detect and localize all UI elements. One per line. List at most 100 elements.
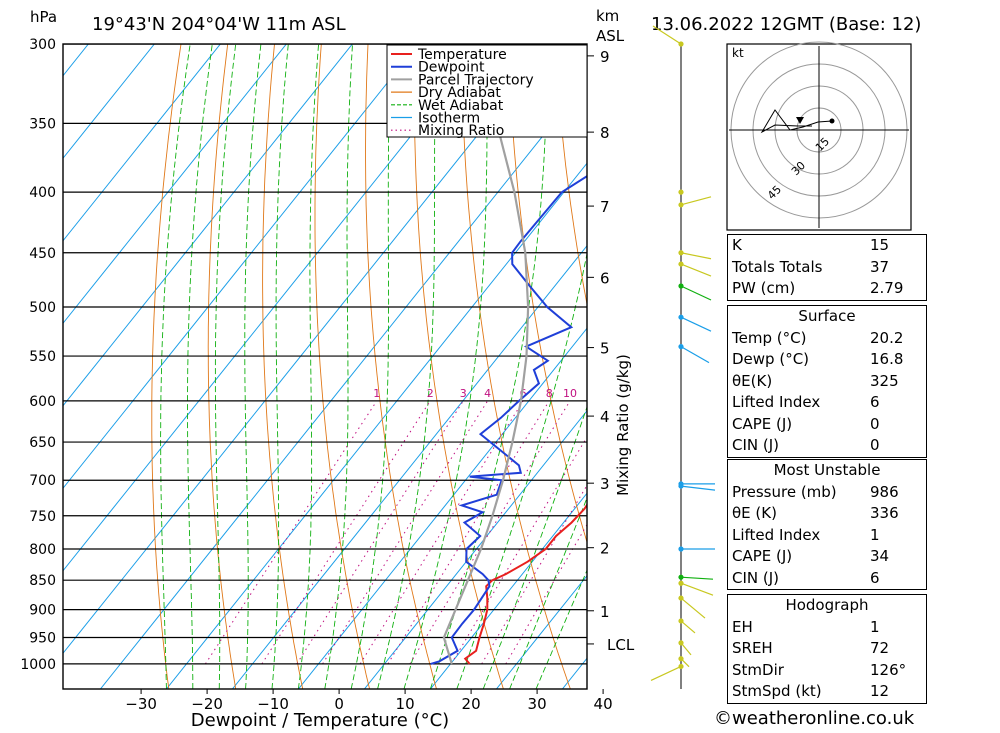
parcel-trajectory-line xyxy=(442,44,530,665)
row-label: Pressure (mb) xyxy=(732,482,837,501)
pressure-tick-label: 800 xyxy=(29,542,56,558)
location-label: 19°43'N 204°04'W 11m ASL xyxy=(92,14,346,35)
wet-adiabat-line xyxy=(297,44,320,689)
row-label: CIN (J) xyxy=(732,436,780,454)
isotherm-line xyxy=(430,492,587,689)
km-tick-label: 5 xyxy=(600,340,610,358)
row-label: θE (K) xyxy=(732,504,777,522)
wind-dot xyxy=(678,283,684,289)
mixing-ratio-label: 20 xyxy=(630,387,644,400)
row-value: 6 xyxy=(870,393,880,411)
row-label: PW (cm) xyxy=(732,279,796,297)
wind-dot xyxy=(678,656,684,662)
dewpoint-line xyxy=(430,174,587,665)
row-value: 1 xyxy=(870,617,880,636)
row-label: K xyxy=(732,236,742,254)
plot-frame xyxy=(62,43,588,690)
km-tick-label: 2 xyxy=(600,540,610,558)
row-label: CIN (J) xyxy=(732,568,780,587)
km-tick-label: 4 xyxy=(600,408,610,426)
row-value: 325 xyxy=(870,371,899,390)
pressure-unit-label: hPa xyxy=(30,8,57,26)
dry-adiabat-line xyxy=(461,44,571,689)
row-value: 15 xyxy=(870,236,890,254)
height-unit-label: km xyxy=(596,7,619,25)
km-tick-label: 8 xyxy=(600,124,610,142)
mixing-ratio-line xyxy=(450,436,587,665)
table-row: StmSpd (kt) 12 xyxy=(728,681,926,703)
row-label: StmSpd (kt) xyxy=(732,682,822,700)
table-row: SREH 72 xyxy=(728,638,926,660)
pressure-tick-label: 550 xyxy=(29,349,56,365)
row-label: CAPE (J) xyxy=(732,547,793,565)
table-row: CAPE (J) 0 xyxy=(728,414,926,436)
legend-label: Isotherm xyxy=(418,111,480,127)
isotherm-line xyxy=(232,244,587,689)
km-tick-label: 6 xyxy=(600,269,610,287)
table-row: Temp (°C) 20.2 xyxy=(728,328,926,350)
row-value: 16.8 xyxy=(870,350,904,368)
wind-barb xyxy=(680,642,692,656)
wet-adiabat-line xyxy=(271,44,289,689)
mixing-ratio-line xyxy=(505,523,587,665)
datetime-label: 13.06.2022 12GMT (Base: 12) xyxy=(651,14,921,35)
dry-adiabat-line xyxy=(365,44,437,689)
table-row: θE (K) 336 xyxy=(728,503,926,525)
row-value: 0 xyxy=(870,436,880,454)
wind-barb xyxy=(680,316,712,332)
storm-motion-marker xyxy=(796,117,804,124)
x-tick-label: −20 xyxy=(191,695,223,713)
wet-adiabat-line xyxy=(214,44,237,689)
surface-title: Surface xyxy=(798,307,856,325)
pressure-tick-label: 400 xyxy=(29,185,56,201)
table-row: Pressure (mb) 986 xyxy=(728,482,926,504)
pressure-tick-label: 900 xyxy=(29,603,56,619)
table-row: CIN (J) 6 xyxy=(728,568,926,590)
most-unstable-title: Most Unstable xyxy=(773,461,881,479)
dry-adiabat-line xyxy=(151,44,182,689)
x-tick-label: 30 xyxy=(528,695,547,713)
mixing-ratio-label: 25 xyxy=(653,387,667,400)
mixing-ratio-label: 8 xyxy=(546,387,553,400)
dry-adiabat-line xyxy=(262,44,304,689)
hodograph: kt xyxy=(726,41,912,231)
km-tick-label: 1 xyxy=(600,603,610,621)
copyright-footer: ©weatheronline.co.uk xyxy=(714,708,915,729)
x-tick-label: 20 xyxy=(462,695,481,713)
pressure-tick-label: 300 xyxy=(29,37,56,53)
mixing-ratio-label: 4 xyxy=(484,387,491,400)
row-value: 34 xyxy=(870,547,890,565)
wind-dot xyxy=(678,189,684,195)
isotherm-line xyxy=(63,44,155,160)
table-row: StmDir 126° xyxy=(728,660,926,682)
wet-adiabat-line xyxy=(324,44,353,689)
plot-area: 1 2 3 4 6 8 10 15 20 25 xyxy=(63,44,1000,689)
pressure-tick-label: 1000 xyxy=(20,657,56,673)
most-unstable-table: Most Unstable Pressure (mb) 986 θE (K) 336… xyxy=(727,459,927,590)
row-value: 2.79 xyxy=(870,279,904,297)
wind-dot xyxy=(678,261,684,267)
isotherm-line xyxy=(63,44,353,407)
legend-label: Dewpoint xyxy=(418,60,485,76)
row-label: Lifted Index xyxy=(732,393,821,411)
wind-barb xyxy=(652,25,682,45)
wet-adiabat-line xyxy=(350,44,392,689)
wet-adiabat-line xyxy=(187,44,213,689)
isotherm-line xyxy=(63,44,89,77)
dry-adiabat-line xyxy=(976,44,1000,689)
isotherm-line xyxy=(63,44,485,572)
isotherm-line xyxy=(166,162,587,689)
mixing-ratio-label: 6 xyxy=(520,387,527,400)
mixing-ratio-line xyxy=(261,400,431,665)
pressure-tick-label: 750 xyxy=(29,509,56,525)
table-row: Dewp (°C) 16.8 xyxy=(728,349,926,371)
wind-barb xyxy=(680,196,712,206)
isotherm-line xyxy=(100,79,587,689)
table-row: Lifted Index 1 xyxy=(728,525,926,547)
dry-adiabat-line xyxy=(207,44,237,689)
wind-barb xyxy=(680,263,712,277)
pressure-tick-label: 350 xyxy=(29,116,56,132)
wind-dot xyxy=(678,663,684,670)
row-value: 37 xyxy=(870,257,890,276)
row-label: θE(K) xyxy=(732,371,773,390)
